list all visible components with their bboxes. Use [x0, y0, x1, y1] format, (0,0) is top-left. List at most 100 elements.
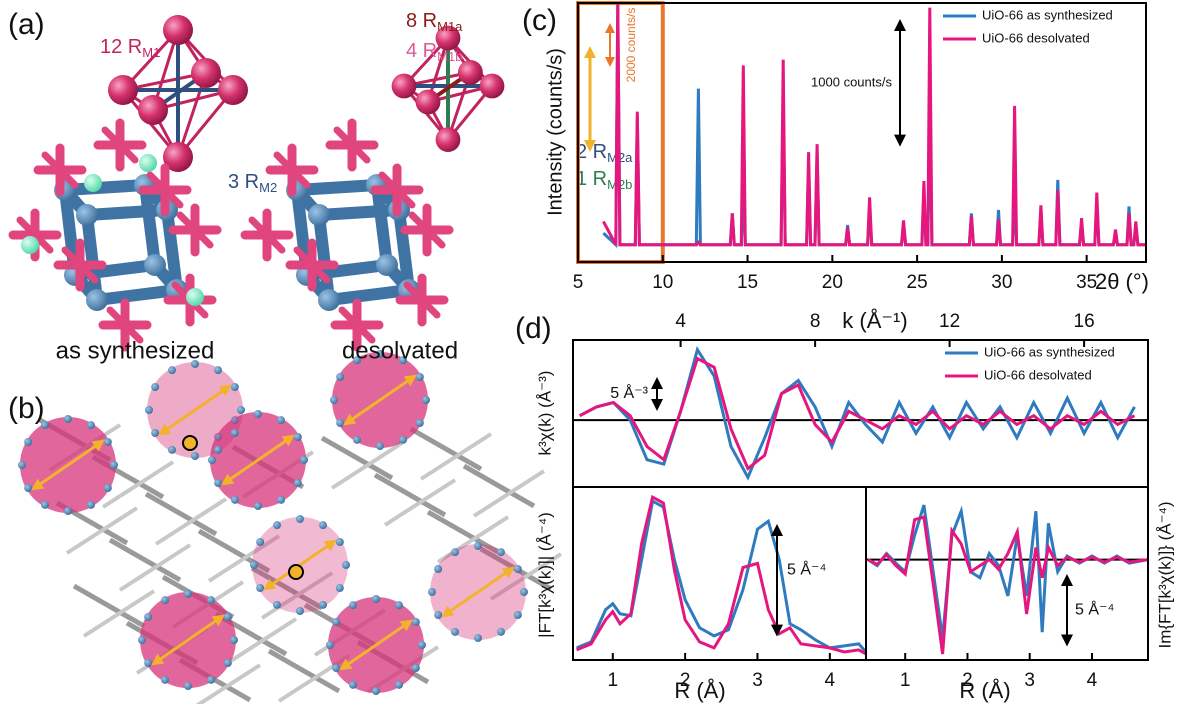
y-axis-label: k³χ(k) (Å⁻³) — [535, 371, 554, 456]
atom — [318, 289, 340, 311]
atom — [168, 366, 176, 375]
site-label: 3 RM2 — [228, 171, 277, 195]
atom — [254, 410, 262, 418]
atom — [231, 416, 239, 425]
atom — [434, 565, 443, 573]
atom — [399, 435, 407, 444]
x-tick-label: 20 — [822, 272, 843, 293]
atom — [138, 636, 146, 644]
site-label: 2 RM2a — [576, 141, 633, 165]
site-label-main: 1 R — [576, 168, 607, 190]
scale-bar-label: 5 Å⁻³ — [610, 383, 648, 402]
linker — [419, 432, 493, 481]
linker — [144, 491, 218, 537]
atom — [293, 479, 302, 487]
atom — [250, 561, 258, 569]
atom — [342, 561, 350, 569]
atom — [335, 584, 344, 592]
atom — [108, 75, 138, 105]
atom — [372, 595, 380, 603]
x-tick-label: 30 — [991, 272, 1012, 293]
atom — [168, 445, 176, 454]
x-axis-label: 2θ (°) — [1095, 269, 1149, 294]
site-label-main: 12 R — [100, 36, 142, 58]
atom — [184, 682, 192, 690]
atom — [395, 680, 403, 689]
linker — [195, 663, 262, 704]
atom — [191, 452, 199, 460]
annotation: 2000 counts/s — [624, 8, 638, 83]
y-axis-label: Im{FT[k³χ(k)]} (Å⁻⁴) — [1155, 501, 1174, 648]
atom — [87, 421, 95, 430]
atom — [435, 127, 461, 152]
cavity — [288, 564, 304, 580]
atom — [277, 495, 285, 504]
bond — [313, 204, 405, 221]
atom — [184, 590, 192, 598]
atom — [458, 60, 483, 85]
cavity — [182, 435, 198, 451]
x-tick-label: 4 — [1087, 670, 1098, 691]
x-tick-label: 8 — [810, 311, 821, 332]
atom — [144, 613, 153, 621]
axis-arrow — [31, 439, 105, 491]
linker — [65, 506, 139, 555]
plot-frame — [572, 339, 1149, 488]
linker — [267, 648, 341, 694]
site-label: 12 RM1 — [100, 36, 160, 60]
bond — [176, 211, 214, 249]
data-line — [576, 498, 866, 653]
site-label: 4 RM1b — [406, 40, 462, 64]
atom — [138, 95, 168, 125]
bond — [101, 126, 139, 164]
axis-arrow — [263, 539, 337, 591]
bond — [313, 209, 335, 306]
linker — [330, 441, 404, 490]
atom — [41, 500, 49, 509]
atom — [349, 601, 357, 610]
data-line — [602, 3, 1146, 247]
atom — [376, 442, 384, 450]
atom — [474, 542, 482, 550]
atom — [415, 373, 424, 381]
atom — [399, 356, 407, 365]
atom — [214, 445, 222, 454]
bond — [293, 246, 331, 284]
bond — [81, 204, 173, 221]
plot-frame — [865, 486, 1149, 661]
atom — [415, 89, 441, 115]
atom — [207, 675, 215, 684]
atom — [144, 254, 166, 276]
atom — [24, 484, 33, 492]
atom — [376, 350, 384, 358]
atom — [186, 288, 204, 306]
atom — [332, 664, 341, 672]
linker — [320, 435, 394, 481]
atom — [86, 289, 108, 311]
atom — [145, 406, 153, 414]
atom — [513, 611, 522, 619]
site-label: 8 RM1a — [406, 10, 463, 34]
atom — [391, 73, 417, 99]
atom — [411, 618, 420, 626]
panel-label: (a) — [8, 8, 45, 41]
axis-arrow — [441, 566, 515, 618]
scale-bar-label: 1000 counts/s — [811, 74, 892, 89]
atom — [277, 416, 285, 425]
atom — [308, 204, 330, 226]
scale-bar-label: 5 Å⁻⁴ — [787, 560, 826, 579]
bond — [273, 151, 311, 189]
atom — [415, 419, 424, 427]
atom — [84, 174, 102, 192]
atom — [214, 366, 222, 375]
linker — [101, 460, 175, 509]
atom — [151, 383, 160, 391]
x-tick-label: 15 — [737, 272, 758, 293]
caption: desolvated — [342, 337, 458, 364]
atom — [18, 461, 26, 469]
atom — [208, 456, 216, 464]
legend-label: UiO-66 desolvated — [982, 30, 1090, 45]
atom — [87, 500, 95, 509]
bond — [59, 179, 151, 196]
